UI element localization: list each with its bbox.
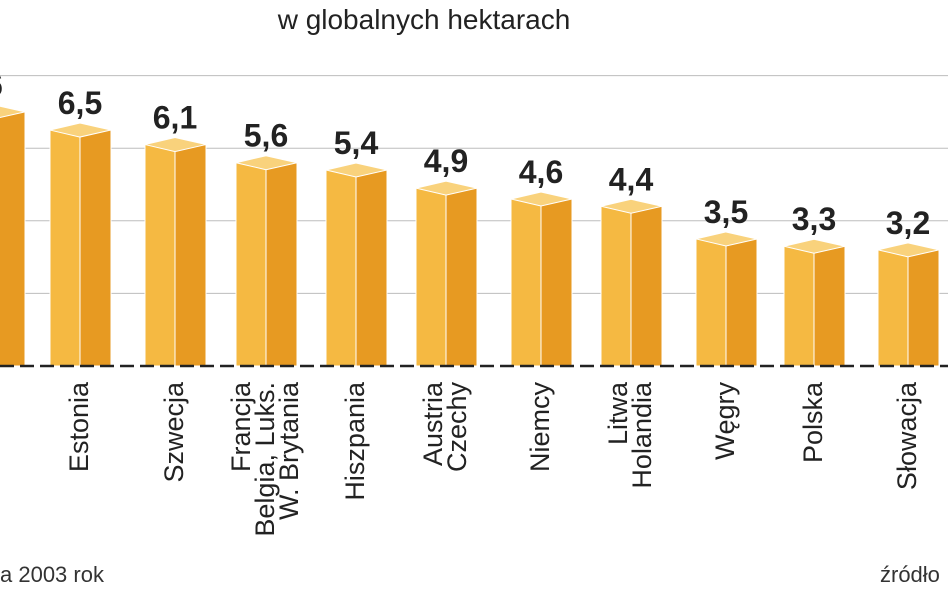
bar-side-6 <box>540 198 573 367</box>
bar-top-5 <box>415 180 478 196</box>
chart-subtitle: w globalnych hektarach <box>277 4 571 35</box>
bar-top-2 <box>144 137 207 153</box>
category-label-8-0: Węgry <box>710 382 740 461</box>
bar-side-4 <box>355 169 388 367</box>
category-label-6-0: Niemcy <box>525 382 555 473</box>
bar-front-10 <box>877 249 909 367</box>
bar-front-2 <box>144 144 176 367</box>
value-label-1: 6,5 <box>58 85 102 121</box>
value-label-10: 3,2 <box>886 205 930 241</box>
bar-side-10 <box>907 249 940 367</box>
value-label-8: 3,5 <box>704 194 748 230</box>
value-label-4: 5,4 <box>334 125 379 161</box>
value-label-9: 3,3 <box>792 201 836 237</box>
value-label-0: 6 <box>0 67 3 103</box>
category-label-9-0: Polska <box>798 381 828 463</box>
bar-front-7 <box>600 205 632 367</box>
bar-side-3 <box>265 162 298 367</box>
category-label-1-0: Estonia <box>64 381 94 472</box>
bar-front-3 <box>235 162 267 367</box>
category-label-3-0: Francja <box>226 381 256 472</box>
bar-side-8 <box>725 238 758 367</box>
bar-front-5 <box>415 187 447 367</box>
bar-top-4 <box>325 162 388 178</box>
category-label-4-0: Hiszpania <box>340 381 370 501</box>
category-label-3-1: Belgia, Luks. <box>250 382 280 537</box>
bar-front-8 <box>695 238 727 367</box>
footnote-source: źródło <box>880 562 940 587</box>
bar-side-0 <box>0 111 26 367</box>
category-label-5-1: Czechy <box>442 382 472 473</box>
category-label-7-1: Holandia <box>627 381 657 489</box>
value-label-7: 4,4 <box>609 161 654 197</box>
bar-top-10 <box>877 242 940 258</box>
bar-front-9 <box>783 245 815 367</box>
bar-side-9 <box>813 245 846 367</box>
bar-top-7 <box>600 198 663 214</box>
value-label-6: 4,6 <box>519 154 563 190</box>
bar-side-7 <box>630 205 663 367</box>
category-label-3-2: W. Brytania <box>274 381 304 520</box>
value-label-3: 5,6 <box>244 118 288 154</box>
bar-side-5 <box>445 187 478 367</box>
bar-top-9 <box>783 238 846 254</box>
value-label-2: 6,1 <box>153 100 197 136</box>
bar-top-3 <box>235 155 298 171</box>
bar-side-1 <box>79 129 112 367</box>
category-label-7-0: Litwa <box>603 381 633 445</box>
category-label-2-0: Szwecja <box>159 381 189 483</box>
bar-front-4 <box>325 169 357 367</box>
bar-side-2 <box>174 144 207 367</box>
bar-front-6 <box>510 198 542 367</box>
bar-top-1 <box>49 122 112 138</box>
bar-top-6 <box>510 191 573 207</box>
bar-top-0 <box>0 105 26 119</box>
bar-top-8 <box>695 231 758 247</box>
footnote-year: a 2003 rok <box>0 562 104 587</box>
value-label-5: 4,9 <box>424 143 468 179</box>
category-label-10-0: Słowacja <box>892 381 922 490</box>
category-label-5-0: Austria <box>418 381 448 466</box>
bar-front-1 <box>49 129 81 367</box>
